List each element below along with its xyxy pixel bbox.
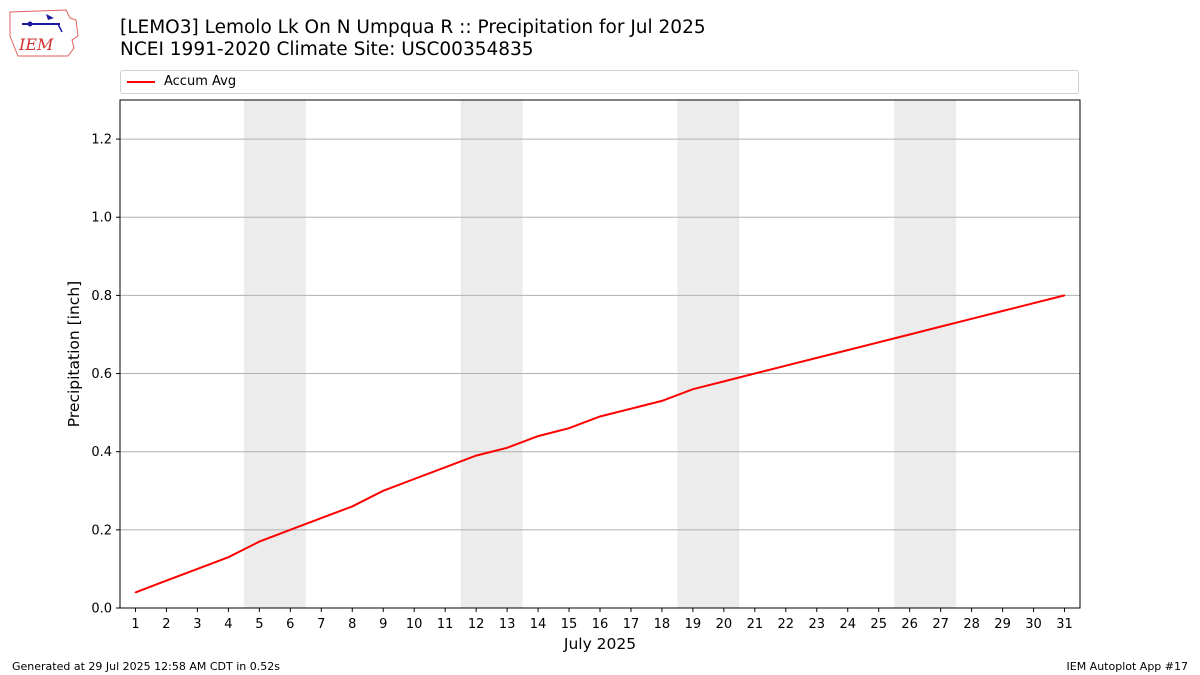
x-tick-label: 29 xyxy=(994,617,1011,632)
y-tick-label: 1.2 xyxy=(91,133,112,148)
x-tick-label: 13 xyxy=(499,617,516,632)
x-tick-label: 4 xyxy=(224,617,232,632)
data-point xyxy=(444,466,446,469)
data-point xyxy=(970,318,973,320)
app-footer: IEM Autoplot App #17 xyxy=(1066,660,1189,673)
data-point xyxy=(599,415,601,418)
x-tick-label: 9 xyxy=(379,617,387,632)
x-tick-label: 5 xyxy=(255,617,263,632)
weekend-band xyxy=(677,100,740,608)
data-point xyxy=(413,478,415,480)
y-tick-label: 0.0 xyxy=(91,602,112,617)
data-point xyxy=(289,529,292,531)
data-point xyxy=(785,364,787,367)
data-point xyxy=(165,579,168,582)
data-point xyxy=(908,333,911,336)
x-axis-label: July 2025 xyxy=(563,635,636,653)
y-tick-label: 0.2 xyxy=(91,523,112,538)
x-tick-label: 12 xyxy=(468,617,485,632)
weekend-band xyxy=(894,100,957,608)
data-point xyxy=(227,556,230,558)
legend: Accum Avg xyxy=(120,70,1079,94)
data-point xyxy=(537,435,539,437)
x-tick-label: 20 xyxy=(716,617,733,632)
data-point xyxy=(1001,310,1004,312)
data-point xyxy=(939,325,942,328)
data-point xyxy=(723,380,725,383)
x-tick-label: 16 xyxy=(592,617,609,632)
data-point xyxy=(320,517,323,519)
data-point xyxy=(877,341,880,344)
x-tick-label: 23 xyxy=(809,617,826,632)
data-point xyxy=(846,349,849,351)
chart-title: [LEMO3] Lemolo Lk On N Umpqua R :: Preci… xyxy=(120,17,706,38)
x-tick-label: 3 xyxy=(193,617,201,632)
x-tick-label: 19 xyxy=(685,617,702,632)
x-tick-label: 8 xyxy=(348,617,356,632)
weekend-band xyxy=(243,100,306,608)
data-point xyxy=(506,446,508,449)
x-tick-label: 11 xyxy=(437,617,454,632)
x-tick-label: 28 xyxy=(963,617,980,632)
chart-subtitle: NCEI 1991-2020 Climate Site: USC00354835 xyxy=(120,39,534,60)
x-tick-label: 21 xyxy=(747,617,764,632)
data-point xyxy=(661,400,663,402)
data-point xyxy=(815,357,818,359)
x-tick-label: 7 xyxy=(317,617,325,632)
plot-frame xyxy=(119,99,1081,609)
data-point xyxy=(1032,302,1035,305)
x-tick-label: 30 xyxy=(1025,617,1042,632)
x-tick-label: 18 xyxy=(654,617,671,632)
x-tick-label: 15 xyxy=(561,617,578,632)
x-tick-label: 2 xyxy=(162,617,170,632)
generated-footer: Generated at 29 Jul 2025 12:58 AM CDT in… xyxy=(12,660,280,673)
x-tick-label: 1 xyxy=(131,617,139,632)
weekend-band xyxy=(460,100,523,608)
data-point xyxy=(258,540,261,543)
data-point xyxy=(134,591,137,594)
data-point xyxy=(754,372,756,375)
x-tick-label: 27 xyxy=(932,617,949,632)
y-tick-label: 1.0 xyxy=(91,211,112,226)
iem-logo: IEM xyxy=(9,9,79,57)
y-tick-label: 0.4 xyxy=(91,445,112,460)
x-tick-label: 22 xyxy=(778,617,795,632)
y-tick-label: 0.6 xyxy=(91,367,112,382)
legend-swatch xyxy=(127,81,155,83)
legend-label: Accum Avg xyxy=(164,74,237,89)
data-point xyxy=(630,407,632,410)
y-axis-label: Precipitation [inch] xyxy=(65,281,83,427)
x-tick-label: 10 xyxy=(406,617,423,632)
x-tick-label: 14 xyxy=(530,617,547,632)
data-point xyxy=(475,454,477,457)
data-point xyxy=(382,489,385,492)
x-tick-label: 26 xyxy=(901,617,918,632)
data-point xyxy=(196,568,199,570)
x-tick-label: 31 xyxy=(1056,617,1073,632)
logo-text: IEM xyxy=(18,35,54,54)
data-point xyxy=(692,388,694,390)
x-tick-label: 25 xyxy=(870,617,887,632)
data-point xyxy=(568,427,570,430)
data-point xyxy=(351,505,354,508)
x-tick-label: 6 xyxy=(286,617,294,632)
x-tick-label: 17 xyxy=(623,617,640,632)
data-point xyxy=(1063,294,1066,297)
y-tick-label: 0.8 xyxy=(91,289,112,304)
x-tick-label: 24 xyxy=(839,617,856,632)
